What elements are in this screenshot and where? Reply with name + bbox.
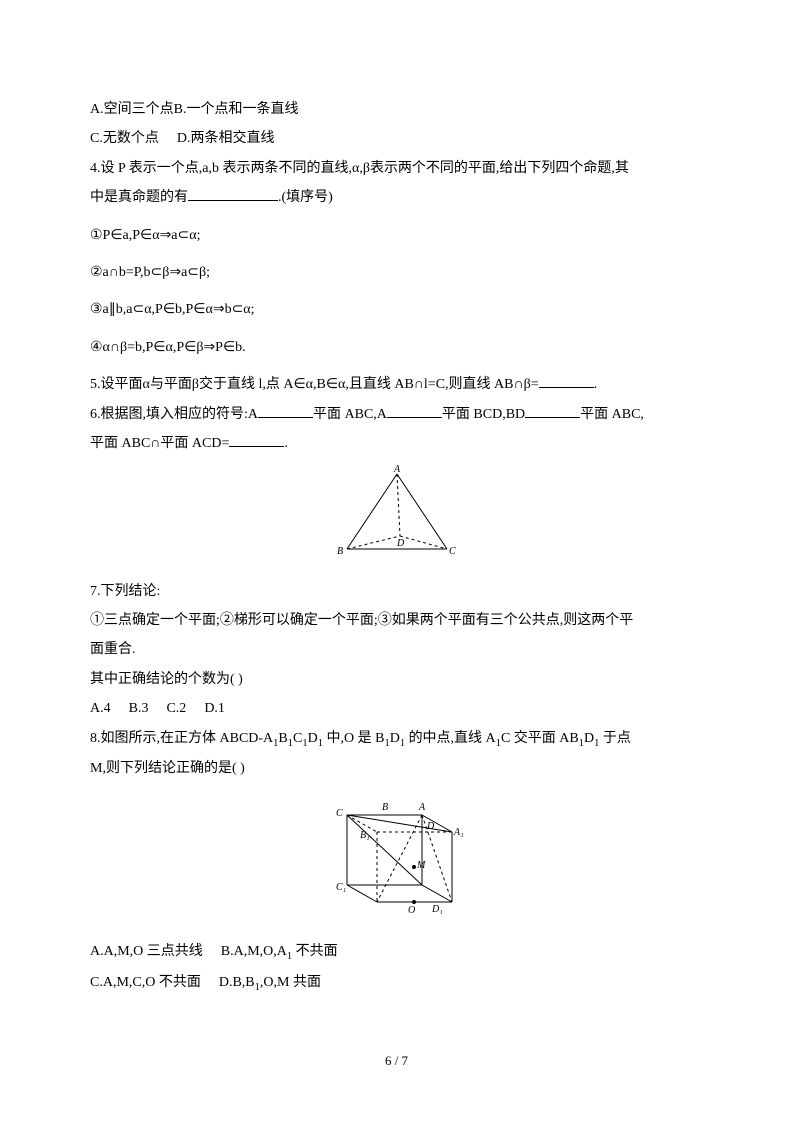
q8-l2: M,则下列结论正确的是( ) xyxy=(90,754,703,783)
q4-s4: ④α∩β=b,P∈α,P∈β⇒P∈b. xyxy=(90,333,703,362)
q4-s3: ③a∥b,a⊂α,P∈b,P∈α⇒b⊂α; xyxy=(90,295,703,324)
fig2-C1: C₁ xyxy=(336,882,346,893)
q7-l1: 7.下列结论: xyxy=(90,577,703,606)
q7-options: A.4 B.3 C.2 D.1 xyxy=(90,694,703,723)
q3-opt-d: D.两条相交直线 xyxy=(177,131,275,146)
q8-opt-d: D.B,B1,O,M 共面 xyxy=(219,975,321,990)
q4-s1: ①P∈a,P∈α⇒a⊂α; xyxy=(90,221,703,250)
q3-opt-b: B.一个点和一条直线 xyxy=(174,102,299,117)
q6-blank-1[interactable] xyxy=(258,403,313,418)
q8-opt-b: B.A,M,O,A1 不共面 xyxy=(221,944,338,959)
q6-line1: 6.根据图,填入相应的符号:A平面 ABC,A平面 BCD,BD平面 ABC, xyxy=(90,400,703,429)
q3-opt-a: A.空间三个点 xyxy=(90,102,174,117)
q7-l4: 其中正确结论的个数为( ) xyxy=(90,665,703,694)
page-number: 6 / 7 xyxy=(0,1047,793,1074)
q7-l3: 面重合. xyxy=(90,635,703,664)
figure-tetra: A B C D xyxy=(90,464,703,570)
q8-l1: 8.如图所示,在正方体 ABCD-A1B1C1D1 中,O 是 B1D1 的中点… xyxy=(90,724,703,755)
fig2-B1: B₁ xyxy=(360,830,370,841)
fig1-B: B xyxy=(337,546,343,557)
q3-opt-c: C.无数个点 xyxy=(90,131,159,146)
q7-opt-c: C.2 xyxy=(166,701,186,716)
fig2-A1: A₁ xyxy=(453,827,464,838)
fig2-D: D xyxy=(426,821,435,832)
fig1-A: A xyxy=(393,464,401,475)
fig2-M: M xyxy=(416,860,426,871)
q4-blank[interactable] xyxy=(188,186,278,201)
q3-options-ab: A.空间三个点B.一个点和一条直线 xyxy=(90,95,703,124)
q6-blank-3[interactable] xyxy=(525,403,580,418)
q4-stem-2: 中是真命题的有.(填序号) xyxy=(90,183,703,212)
q6-blank-2[interactable] xyxy=(387,403,442,418)
q8-opt-a: A.A,M,O 三点共线 xyxy=(90,944,203,959)
q4-s2: ②a∩b=P,b⊂β⇒a⊂β; xyxy=(90,258,703,287)
q5-blank[interactable] xyxy=(539,373,594,388)
q3-options-cd: C.无数个点 D.两条相交直线 xyxy=(90,124,703,153)
q7-l2: ①三点确定一个平面;②梯形可以确定一个平面;③如果两个平面有三个公共点,则这两个… xyxy=(90,606,703,635)
fig2-A: A xyxy=(418,802,426,813)
q7-opt-a: A.4 xyxy=(90,701,111,716)
q4-stem-1: 4.设 P 表示一个点,a,b 表示两条不同的直线,α,β表示两个不同的平面,给… xyxy=(90,154,703,183)
q7-opt-b: B.3 xyxy=(129,701,149,716)
q6-blank-4[interactable] xyxy=(229,432,284,447)
fig1-C: C xyxy=(449,546,456,557)
fig1-D: D xyxy=(396,538,405,549)
fig2-D1: D₁ xyxy=(431,904,443,915)
q8-options-cd: C.A,M,C,O 不共面 D.B,B1,O,M 共面 xyxy=(90,968,703,999)
q7-opt-d: D.1 xyxy=(204,701,225,716)
q8-options-ab: A.A,M,O 三点共线 B.A,M,O,A1 不共面 xyxy=(90,937,703,968)
fig2-C: C xyxy=(336,808,343,819)
q5: 5.设平面α与平面β交于直线 l,点 A∈α,B∈α,且直线 AB∩l=C,则直… xyxy=(90,370,703,399)
figure-cube: A B C D A₁ B₁ C₁ D₁ M O xyxy=(90,790,703,931)
fig2-O: O xyxy=(408,905,415,916)
fig2-B: B xyxy=(382,802,388,813)
q6-line2: 平面 ABC∩平面 ACD=. xyxy=(90,429,703,458)
q8-opt-c: C.A,M,C,O 不共面 xyxy=(90,975,201,990)
